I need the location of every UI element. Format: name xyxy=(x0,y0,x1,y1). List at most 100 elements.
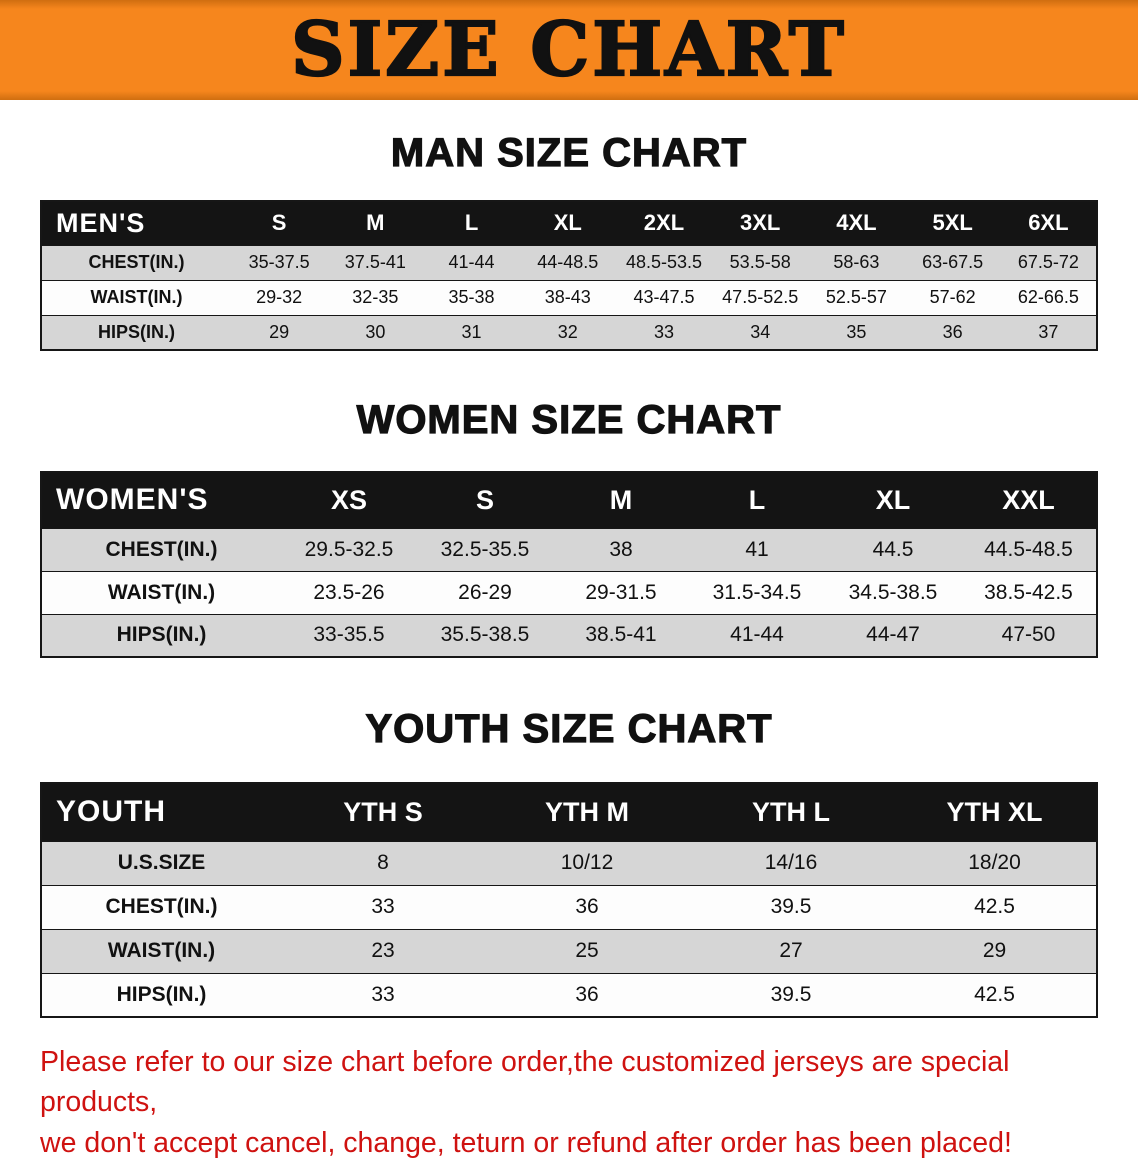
women-size-column-header: XL xyxy=(875,484,911,515)
men-size-cell: 44-48.5 xyxy=(537,252,599,272)
page-title: SIZE CHART xyxy=(290,7,847,93)
youth-size-cell: 18/20 xyxy=(968,851,1021,874)
men-size-table: MEN'S S M L XL 2XL 3XL 4XL 5XL 6XL CHEST(IN.) 35-37… xyxy=(40,200,1098,351)
men-row-label: HIPS(IN.) xyxy=(97,321,175,342)
women-size-cell: 44.5 xyxy=(872,537,914,561)
youth-size-cell: 42.5 xyxy=(974,982,1015,1006)
men-size-cell: 43-47.5 xyxy=(633,287,695,307)
youth-size-cell: 36 xyxy=(575,982,599,1006)
women-measure-row: HIPS(IN.) 33-35.5 35.5-38.5 38.5-41 41-44 44-… xyxy=(41,614,1097,657)
men-header-row: MEN'S S M L XL 2XL 3XL 4XL 5XL 6XL xyxy=(41,201,1097,245)
women-measure-row: CHEST(IN.) 29.5-32.5 32.5-35.5 38 41 44.5 44.5… xyxy=(41,528,1097,571)
men-size-cell: 63-67.5 xyxy=(922,252,984,272)
youth-row-label: CHEST(IN.) xyxy=(105,895,218,918)
youth-size-cell: 29 xyxy=(982,939,1007,962)
women-measure-row: WAIST(IN.) 23.5-26 26-29 29-31.5 31.5-34.5 34… xyxy=(41,571,1097,614)
women-size-cell: 26-29 xyxy=(458,580,512,604)
men-size-cell: 29 xyxy=(269,321,290,342)
men-size-cell: 36 xyxy=(942,321,963,342)
youth-measure-row: WAIST(IN.) 23 25 27 29 xyxy=(41,929,1097,973)
youth-size-cell: 10/12 xyxy=(560,851,614,874)
women-size-column-header: XS xyxy=(330,484,368,515)
youth-size-table: YOUTH YTH S YTH M YTH L YTH XL U.S.SIZE 8 10/12… xyxy=(40,782,1098,1018)
women-size-cell: 41 xyxy=(745,537,769,561)
women-size-cell: 23.5-26 xyxy=(313,580,385,604)
men-size-cell: 30 xyxy=(365,321,386,342)
youth-size-column-header: YTH M xyxy=(545,796,629,827)
men-corner-label: MEN'S xyxy=(56,207,146,238)
women-header-row: WOMEN'S XS S M L XL XXL xyxy=(41,472,1097,528)
women-size-cell: 38.5-41 xyxy=(585,623,657,647)
women-size-cell: 33-35.5 xyxy=(313,623,385,647)
men-size-cell: 62-66.5 xyxy=(1017,287,1079,307)
women-size-cell: 41-44 xyxy=(730,623,784,647)
youth-row-label: WAIST(IN.) xyxy=(107,939,216,962)
women-size-cell: 44.5-48.5 xyxy=(984,537,1073,561)
men-size-cell: 53.5-58 xyxy=(729,252,791,272)
men-size-cell: 38-43 xyxy=(544,287,591,307)
disclaimer-line-2: we don't accept cancel, change, teturn o… xyxy=(40,1126,1012,1159)
men-size-cell: 48.5-53.5 xyxy=(625,252,703,272)
women-size-cell: 38 xyxy=(609,537,633,561)
men-measure-row: WAIST(IN.) 29-32 32-35 35-38 38-43 43-47.5 47.… xyxy=(41,280,1097,315)
women-size-cell: 32.5-35.5 xyxy=(440,537,530,561)
women-size-cell: 29.5-32.5 xyxy=(304,537,394,561)
women-size-column-header: L xyxy=(748,484,766,515)
youth-size-column-header: YTH XL xyxy=(946,796,1043,827)
men-size-column-header: S xyxy=(271,210,287,236)
youth-size-cell: 23 xyxy=(371,939,395,962)
women-size-section: WOMEN SIZE CHART WOMEN'S XS S M L XL XXL CHEST(… xyxy=(0,397,1138,658)
men-size-column-header: L xyxy=(464,210,479,236)
men-size-column-header: 4XL xyxy=(836,210,877,236)
youth-measure-row: HIPS(IN.) 33 36 39.5 42.5 xyxy=(41,973,1097,1017)
men-size-cell: 34 xyxy=(750,321,771,342)
youth-size-cell: 14/16 xyxy=(764,851,818,874)
youth-size-column-header: YTH S xyxy=(343,796,423,827)
youth-header-row: YOUTH YTH S YTH M YTH L YTH XL xyxy=(41,783,1097,841)
men-size-cell: 47.5-52.5 xyxy=(722,287,799,307)
youth-size-cell: 42.5 xyxy=(974,895,1015,918)
men-measure-row: CHEST(IN.) 35-37.5 37.5-41 41-44 44-48.5 48.5… xyxy=(41,245,1097,280)
men-row-label: CHEST(IN.) xyxy=(88,252,185,272)
men-size-cell: 35-38 xyxy=(448,287,495,307)
youth-corner-label: YOUTH xyxy=(56,795,166,829)
youth-row-label: HIPS(IN.) xyxy=(116,982,207,1006)
men-size-column-header: 3XL xyxy=(740,210,781,236)
youth-size-cell: 8 xyxy=(377,851,389,874)
youth-size-cell: 25 xyxy=(575,939,599,962)
men-size-cell: 31 xyxy=(461,321,482,342)
youth-size-column-header: YTH L xyxy=(752,796,830,827)
men-size-cell: 37.5-41 xyxy=(344,252,406,272)
women-size-column-header: S xyxy=(475,484,494,515)
men-size-cell: 29-32 xyxy=(256,287,303,307)
men-size-cell: 58-63 xyxy=(833,252,880,272)
men-size-cell: 32 xyxy=(557,321,578,342)
women-size-cell: 29-31.5 xyxy=(585,580,657,604)
men-row-label: WAIST(IN.) xyxy=(90,287,183,307)
men-size-cell: 32-35 xyxy=(352,287,399,307)
men-size-cell: 52.5-57 xyxy=(825,287,887,307)
title-banner: SIZE CHART xyxy=(0,0,1138,100)
women-row-label: HIPS(IN.) xyxy=(116,623,207,647)
men-section-heading: MAN SIZE CHART xyxy=(390,130,748,175)
youth-size-cell: 33 xyxy=(371,982,395,1006)
men-size-section: MAN SIZE CHART MEN'S S M L XL 2XL 3XL 4XL 5XL 6XL… xyxy=(0,130,1138,351)
youth-size-cell: 33 xyxy=(371,895,395,918)
men-size-column-header: 5XL xyxy=(932,210,973,236)
women-size-cell: 31.5-34.5 xyxy=(712,580,802,604)
women-size-table: WOMEN'S XS S M L XL XXL CHEST(IN.) 29.5-32.5 32.5… xyxy=(40,471,1098,658)
women-size-cell: 34.5-38.5 xyxy=(848,580,938,604)
men-size-cell: 35-37.5 xyxy=(248,252,310,272)
women-size-column-header: M xyxy=(609,484,633,515)
youth-measure-row: U.S.SIZE 8 10/12 14/16 18/20 xyxy=(41,841,1097,885)
youth-section-heading: YOUTH SIZE CHART xyxy=(365,706,773,751)
men-size-column-header: 6XL xyxy=(1028,210,1069,236)
men-size-cell: 41-44 xyxy=(448,252,495,272)
women-size-cell: 35.5-38.5 xyxy=(440,623,530,647)
women-row-label: CHEST(IN.) xyxy=(105,537,218,561)
men-size-column-header: 2XL xyxy=(643,210,685,236)
youth-size-cell: 39.5 xyxy=(770,982,812,1006)
disclaimer-line-1: Please refer to our size chart before or… xyxy=(40,1046,1010,1119)
women-corner-label: WOMEN'S xyxy=(56,483,209,517)
